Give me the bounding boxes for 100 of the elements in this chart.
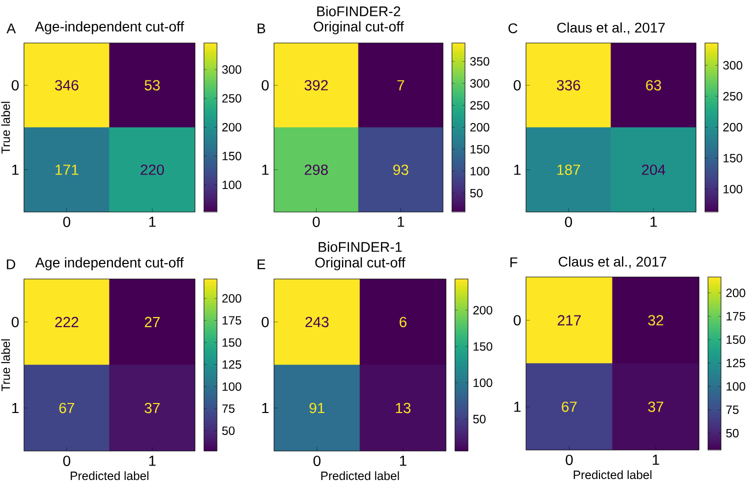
color-bar-label: 125 bbox=[222, 360, 242, 369]
x-tick-label: 0 bbox=[312, 216, 320, 228]
data-label: 32 bbox=[648, 315, 664, 326]
chart-subtitle: BioFINDER-1 bbox=[318, 242, 402, 252]
chart-title: Age-independent cut-off bbox=[34, 21, 184, 34]
color-bar-label: 200 bbox=[222, 294, 242, 303]
data-label: 217 bbox=[558, 315, 581, 326]
color-bar-label: 75 bbox=[222, 404, 235, 413]
data-label: 392 bbox=[304, 80, 328, 90]
chart-subtitle: BioFINDER-2 bbox=[317, 6, 400, 16]
y-tick-label: 1 bbox=[12, 402, 19, 414]
color-bar-label: 200 bbox=[470, 123, 490, 132]
data-label: 336 bbox=[556, 80, 580, 90]
x-tick-label: 0 bbox=[63, 456, 70, 466]
data-label: 243 bbox=[306, 316, 329, 328]
data-label: 222 bbox=[55, 316, 78, 328]
color-bar-label: 100 bbox=[474, 378, 492, 388]
color-bar-label: 150 bbox=[470, 144, 490, 154]
x-tick-label: 1 bbox=[652, 454, 660, 465]
chart-title: Claus et al., 2017 bbox=[558, 256, 666, 268]
color-bar-label: 200 bbox=[473, 306, 492, 314]
x-tick-label: 1 bbox=[650, 216, 657, 227]
color-bar-label: 350 bbox=[470, 57, 490, 66]
x-tick-label: 1 bbox=[400, 456, 406, 466]
color-bar-label: 50 bbox=[222, 426, 235, 435]
text: C bbox=[508, 23, 518, 34]
color-bar-label: 100 bbox=[724, 184, 742, 194]
color-bar-label: 75 bbox=[726, 406, 739, 414]
x-axis-title: Predicted label bbox=[321, 471, 399, 480]
y-tick-label: 1 bbox=[514, 402, 521, 412]
data-label: 93 bbox=[393, 164, 408, 175]
data-label: 67 bbox=[59, 402, 74, 414]
y-axis-title: True label bbox=[1, 339, 10, 392]
data-label: 6 bbox=[400, 316, 406, 328]
color-bar-label: 100 bbox=[222, 180, 242, 190]
data-label: 298 bbox=[304, 164, 328, 175]
x-tick-label: 0 bbox=[566, 454, 573, 466]
color-bar-label: 250 bbox=[222, 94, 242, 103]
data-label: 346 bbox=[55, 80, 78, 90]
color-bar-label: 125 bbox=[726, 358, 746, 368]
color-bar-label: 50 bbox=[470, 188, 483, 198]
data-label: 220 bbox=[140, 164, 164, 175]
data-label: 7 bbox=[397, 80, 404, 90]
color-bar-label: 250 bbox=[470, 101, 490, 110]
color-bar-label: 200 bbox=[723, 122, 742, 132]
data-label: 63 bbox=[646, 80, 662, 90]
data-label: 27 bbox=[144, 316, 160, 328]
color-bar-label: 300 bbox=[723, 61, 742, 70]
y-tick-label: 0 bbox=[514, 80, 521, 90]
text: B bbox=[258, 24, 266, 34]
color-bar-label: 100 bbox=[222, 382, 242, 391]
x-tick-label: 0 bbox=[313, 456, 320, 466]
color-bar-label: 175 bbox=[726, 312, 746, 320]
x-tick-label: 1 bbox=[149, 216, 156, 227]
text: D bbox=[6, 260, 16, 270]
color-bar-label: 150 bbox=[724, 154, 742, 162]
color-bar-label: 200 bbox=[222, 122, 242, 132]
color-bar-label: 100 bbox=[726, 382, 746, 391]
text: E bbox=[258, 260, 266, 270]
data-label: 91 bbox=[310, 402, 324, 414]
x-tick-label: 0 bbox=[63, 216, 70, 228]
chart-title: Original cut-off bbox=[315, 257, 406, 270]
data-label: 13 bbox=[396, 402, 411, 414]
color-bar-label: 150 bbox=[726, 335, 746, 344]
y-tick-label: 1 bbox=[514, 164, 521, 175]
color-bar-label: 200 bbox=[726, 288, 746, 298]
x-tick-label: 1 bbox=[398, 216, 404, 227]
color-bar-label: 250 bbox=[723, 92, 742, 100]
data-label: 171 bbox=[56, 164, 78, 175]
color-bar-label: 150 bbox=[474, 342, 492, 351]
data-label: 204 bbox=[642, 164, 666, 175]
y-tick-label: 0 bbox=[262, 316, 269, 328]
color-bar-label: 50 bbox=[473, 414, 486, 424]
x-axis-title: Predicted label bbox=[70, 471, 148, 480]
color-bar-label: 150 bbox=[222, 338, 242, 347]
y-tick-label: 1 bbox=[12, 164, 19, 175]
chart-title: Claus et al., 2017 bbox=[557, 22, 665, 34]
chart-title: Age independent cut-off bbox=[35, 257, 184, 270]
y-tick-label: 1 bbox=[262, 402, 269, 414]
y-tick-label: 0 bbox=[262, 80, 269, 90]
y-tick-label: 1 bbox=[262, 164, 269, 175]
y-tick-label: 0 bbox=[12, 80, 19, 90]
color-bar-label: 100 bbox=[470, 166, 490, 176]
color-bar-label: 300 bbox=[470, 79, 490, 88]
data-label: 53 bbox=[144, 80, 160, 90]
text: F bbox=[510, 257, 518, 268]
data-label: 37 bbox=[648, 402, 664, 412]
y-tick-label: 0 bbox=[12, 316, 19, 328]
color-bar-label: 300 bbox=[222, 65, 242, 74]
data-label: 67 bbox=[562, 402, 577, 412]
text: A bbox=[6, 24, 16, 34]
color-bar-label: 50 bbox=[726, 428, 739, 438]
y-tick-label: 0 bbox=[514, 315, 521, 326]
x-tick-label: 0 bbox=[564, 216, 572, 228]
data-label: 37 bbox=[144, 402, 160, 414]
chart-title: Original cut-off bbox=[314, 21, 404, 34]
x-axis-title: Predicted label bbox=[574, 470, 652, 480]
data-label: 187 bbox=[557, 164, 580, 175]
x-tick-label: 1 bbox=[149, 456, 156, 466]
color-bar-label: 175 bbox=[222, 316, 242, 325]
